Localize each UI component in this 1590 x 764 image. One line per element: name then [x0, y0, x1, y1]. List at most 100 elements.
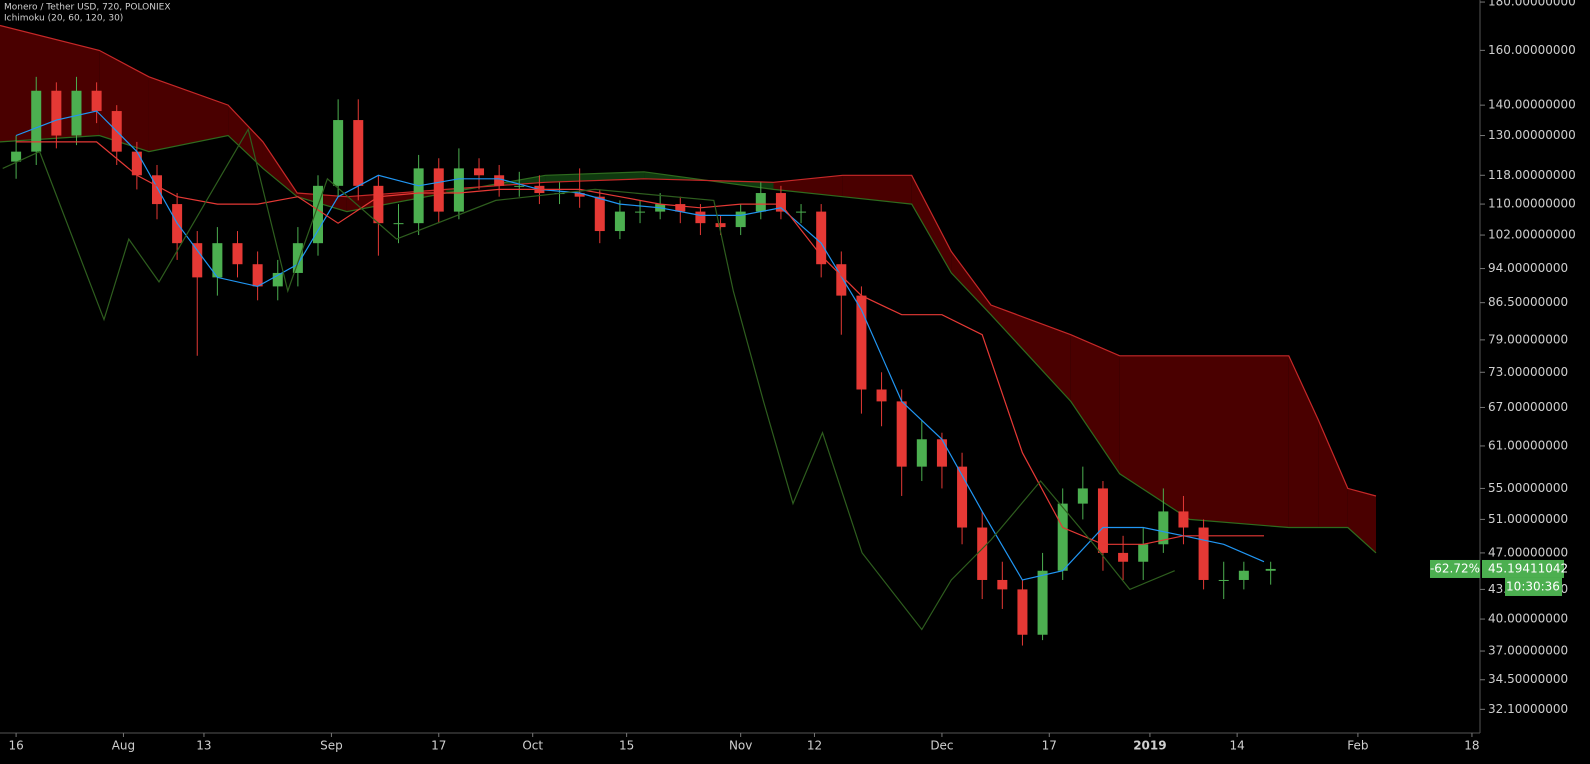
y-tick-label: 32.10000000: [1488, 702, 1568, 716]
chart-title: Monero / Tether USD, 720, POLONIEX: [4, 3, 171, 13]
candle-body: [272, 272, 283, 287]
x-tick-label: 12: [807, 739, 822, 753]
candle-body: [252, 264, 263, 287]
candle-body: [775, 193, 786, 212]
candle-body: [957, 466, 968, 528]
y-tick-label: 110.00000000: [1488, 197, 1576, 211]
cloud-segment: [1288, 355, 1319, 528]
y-tick-label: 102.00000000: [1488, 228, 1576, 242]
candle-body: [1238, 570, 1249, 580]
y-tick-label: 73.00000000: [1488, 365, 1568, 379]
candle-body: [393, 223, 404, 225]
x-tick-label: 2019: [1133, 739, 1166, 753]
candle-body: [413, 168, 424, 224]
cloud-segment: [951, 251, 991, 315]
candle-body: [614, 211, 625, 232]
candle-body: [856, 295, 867, 390]
y-tick-label: 55.00000000: [1488, 481, 1568, 495]
candle-body: [1198, 527, 1209, 580]
y-tick-label: 130.00000000: [1488, 128, 1576, 142]
candle-body: [1097, 488, 1108, 553]
candle-body: [936, 439, 947, 467]
candle-body: [816, 211, 827, 265]
candle-body: [514, 185, 525, 187]
cloud-segment: [1119, 355, 1190, 520]
indicator-line: [15, 110, 1265, 581]
cloud-segment: [1318, 419, 1348, 528]
candle-body: [1138, 544, 1149, 562]
candle-body: [715, 223, 726, 228]
candle-body: [313, 185, 324, 244]
candle-body: [755, 193, 766, 212]
candle-body: [916, 439, 927, 467]
candle-body: [11, 151, 22, 162]
indicator-line: [2, 127, 1175, 631]
candle-body: [151, 175, 162, 205]
candle-body: [1037, 570, 1048, 635]
change-tag: -62.72%: [1430, 561, 1480, 575]
candle-body: [574, 193, 585, 197]
candle-body: [494, 175, 505, 186]
candle-body: [212, 243, 223, 278]
cloud-segment: [990, 305, 1071, 402]
price-tag: 45.19411042: [1488, 561, 1568, 575]
x-tick-label: Oct: [522, 739, 543, 753]
candle-body: [635, 211, 646, 213]
candle-body: [71, 90, 82, 136]
candle-body: [131, 151, 142, 176]
candle-body: [1017, 589, 1028, 635]
y-tick-label: 160.00000000: [1488, 43, 1576, 57]
y-tick-label: 47.00000000: [1488, 545, 1568, 559]
y-tick-label: 67.00000000: [1488, 400, 1568, 414]
y-tick-label: 79.00000000: [1488, 332, 1568, 346]
x-tick-label: Feb: [1347, 739, 1368, 753]
candle-body: [896, 401, 907, 467]
candle-body: [695, 211, 706, 224]
candle-body: [474, 168, 485, 176]
candle-body: [1057, 503, 1068, 571]
x-tick-label: 18: [1464, 739, 1479, 753]
candle-body: [31, 90, 42, 152]
x-tick-label: 13: [196, 739, 211, 753]
cloud-segment: [99, 50, 149, 152]
cloud-segment: [1347, 488, 1377, 553]
y-tick-label: 140.00000000: [1488, 98, 1576, 112]
cloud-segment: [1189, 355, 1289, 528]
y-tick-label: 37.00000000: [1488, 644, 1568, 658]
candle-body: [333, 120, 344, 186]
x-tick-label: 14: [1229, 739, 1244, 753]
candle-body: [876, 389, 887, 402]
x-tick-label: 17: [431, 739, 446, 753]
candle-body: [1178, 511, 1189, 528]
cloud-segment: [911, 175, 952, 273]
candle-body: [1077, 488, 1088, 504]
y-tick-label: 86.50000000: [1488, 295, 1568, 309]
candle-body: [1158, 511, 1169, 545]
y-tick-label: 40.00000000: [1488, 612, 1568, 626]
x-tick-label: Sep: [320, 739, 343, 753]
y-tick-label: 61.00000000: [1488, 438, 1568, 452]
candle-body: [91, 90, 102, 112]
candle-body: [796, 211, 807, 213]
candle-body: [292, 243, 303, 273]
candle-body: [836, 264, 847, 296]
candle-body: [453, 168, 464, 212]
candle-body: [997, 579, 1008, 590]
x-tick-label: 16: [8, 739, 23, 753]
candle-body: [51, 90, 62, 136]
candle-body: [433, 168, 444, 212]
y-tick-label: 94.00000000: [1488, 261, 1568, 275]
cloud-segment: [148, 76, 229, 152]
candle-body: [1118, 552, 1129, 562]
countdown-bg: [1505, 577, 1562, 596]
x-tick-label: Dec: [930, 739, 953, 753]
cloud-segment: [842, 175, 912, 205]
candle-body: [232, 243, 243, 265]
x-tick-label: Aug: [112, 739, 135, 753]
candle-body: [192, 243, 203, 278]
countdown: 10:30:36: [1506, 579, 1560, 593]
y-tick-label: 34.50000000: [1488, 672, 1568, 686]
candle-body: [594, 196, 605, 232]
candle-body: [977, 527, 988, 580]
